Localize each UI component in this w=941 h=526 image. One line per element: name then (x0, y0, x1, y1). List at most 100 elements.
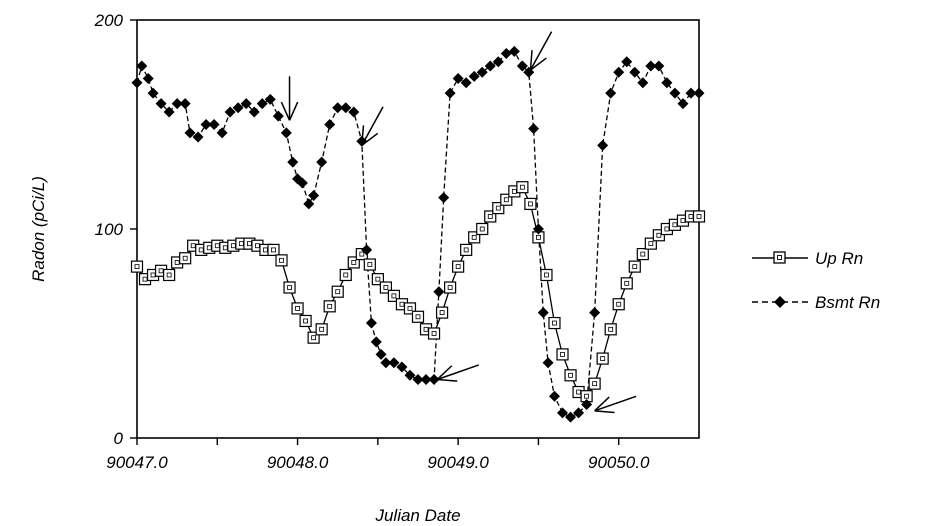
series-1-point-45 (444, 87, 456, 99)
series-0-point-35 (411, 310, 425, 323)
series-1-point-42 (428, 373, 440, 385)
x-axis-title: Julian Date (374, 506, 460, 525)
series-1-point-60 (548, 390, 560, 402)
series-1-point-57 (532, 223, 544, 235)
series-0-point-20 (291, 302, 304, 315)
series-1-point-8 (184, 127, 196, 139)
series-markers (130, 45, 706, 423)
series-1-point-7 (179, 98, 191, 110)
series-0-point-41 (460, 243, 473, 256)
series-1-point-43 (433, 286, 445, 298)
series-1-point-53 (508, 45, 520, 57)
series-1-point-2 (142, 73, 154, 85)
series-0-point-64 (644, 237, 657, 250)
series-0-point-44 (484, 210, 497, 223)
series-0-point-27 (347, 256, 360, 269)
series-0-point-49 (524, 197, 537, 211)
series-1-point-41 (420, 373, 432, 385)
series-0-point-26 (339, 268, 352, 282)
series-0-point-40 (452, 260, 465, 273)
series-1-point-77 (685, 87, 697, 99)
legend-item-up-rn: Up Rn (752, 249, 863, 268)
legend-label-bsmt-rn: Bsmt Rn (815, 293, 880, 312)
series-1-point-15 (240, 98, 252, 110)
series-0-point-63 (636, 247, 649, 261)
x-tick-label-3: 90050.0 (588, 453, 650, 472)
series-1-point-19 (272, 110, 284, 122)
series-0-point-43 (476, 222, 489, 236)
series-1-point-78 (693, 87, 705, 99)
y-tick-label-0: 0 (114, 429, 124, 448)
series-1-point-50 (484, 60, 496, 72)
legend-label-up-rn: Up Rn (815, 249, 863, 268)
series-0-point-29 (363, 258, 376, 271)
series-0-point-31 (379, 281, 392, 294)
series-1-point-29 (340, 102, 352, 114)
series-1-point-51 (492, 56, 504, 68)
series-0-point-54 (564, 369, 577, 382)
series-0-point-48 (516, 181, 529, 194)
series-0-point-57 (588, 377, 601, 390)
series-1-point-54 (516, 60, 528, 72)
series-0-point-19 (283, 281, 296, 294)
series-1-point-64 (581, 399, 593, 411)
series-0-point-42 (468, 231, 481, 244)
series-1-point-48 (468, 70, 480, 82)
series-1-point-27 (324, 119, 336, 130)
series-0-point-46 (500, 193, 513, 206)
series-0-point-60 (612, 298, 625, 311)
series-1-point-17 (256, 98, 268, 110)
axis-ticks (130, 19, 620, 445)
series-1-point-18 (264, 93, 276, 105)
series-1-point-25 (308, 190, 320, 202)
series-1-point-6 (171, 98, 183, 110)
series-1-point-58 (537, 307, 549, 319)
series-1-point-33 (365, 317, 377, 329)
series-1-point-36 (380, 357, 392, 369)
series-1-point-21 (287, 156, 299, 168)
series-1-point-38 (396, 361, 408, 373)
series-1-point-26 (316, 156, 328, 168)
series-0-point-25 (331, 285, 344, 298)
series-1-point-16 (248, 106, 260, 118)
annotation-arrow-0 (280, 76, 299, 121)
series-1-point-67 (605, 87, 617, 99)
series-1-point-30 (348, 106, 360, 118)
series-0-point-6 (179, 252, 192, 265)
series-1-point-74 (661, 77, 673, 89)
series-1-point-63 (573, 407, 585, 419)
series-1-point-70 (629, 66, 641, 78)
series-1-point-10 (200, 119, 212, 130)
x-tick-label-1: 90048.0 (267, 453, 329, 472)
y-tick-label-1: 100 (95, 220, 124, 239)
series-1-point-28 (332, 102, 344, 114)
series-0-point-59 (604, 323, 617, 336)
series-0-point-52 (548, 316, 561, 330)
series-1-point-72 (645, 60, 657, 72)
legend: Up Rn Bsmt Rn (752, 249, 880, 312)
series-0-point-45 (492, 202, 505, 215)
series-0-point-17 (267, 243, 280, 256)
series-1-point-23 (296, 177, 308, 189)
series-0-point-0 (130, 260, 144, 273)
annotation-arrows (280, 31, 637, 414)
annotation-arrow-2 (436, 364, 480, 382)
series-1-point-61 (557, 407, 569, 419)
legend-item-bsmt-rn: Bsmt Rn (752, 293, 880, 312)
series-1-point-66 (597, 139, 609, 151)
series-1-point-24 (303, 198, 315, 210)
series-1-point-39 (404, 369, 416, 381)
legend-marker-up-rn (773, 251, 786, 264)
series-1-point-47 (460, 77, 472, 89)
series-1-point-4 (155, 98, 167, 110)
series-1-point-37 (388, 357, 400, 369)
series-0-point-30 (371, 273, 384, 286)
series-1-point-49 (476, 66, 488, 78)
series-0-point-70 (692, 210, 706, 223)
x-tick-label-2: 90049.0 (427, 453, 489, 472)
series-1-point-73 (653, 60, 665, 72)
series-0-point-34 (403, 302, 417, 315)
y-axis-title: Radon (pCi/L) (29, 176, 48, 282)
legend-marker-bsmt-rn (774, 296, 786, 308)
